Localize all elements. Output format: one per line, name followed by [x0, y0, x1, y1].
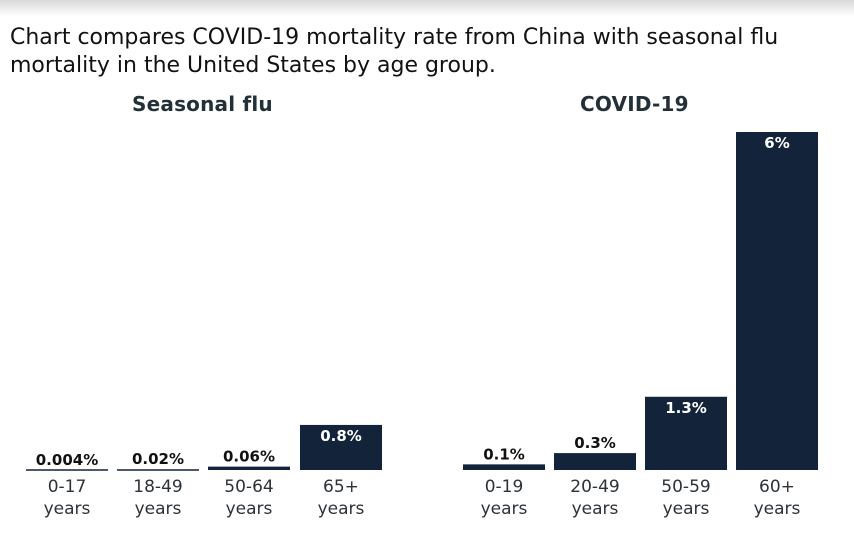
- covid-bar-3: [736, 132, 818, 470]
- covid-value-label-1: 0.3%: [574, 434, 616, 452]
- covid-tick-label-0-1: years: [481, 499, 528, 519]
- covid-value-label-0: 0.1%: [483, 445, 525, 463]
- covid-tick-label-3-0: 60+: [759, 477, 795, 497]
- panel-title-seasonal-flu: Seasonal flu: [132, 92, 273, 116]
- flu-value-label-2: 0.06%: [223, 448, 275, 466]
- covid-tick-label-3-1: years: [754, 499, 801, 519]
- panel-title-covid-19: COVID-19: [580, 92, 689, 116]
- flu-value-label-3: 0.8%: [320, 427, 362, 445]
- flu-tick-label-1-1: years: [135, 499, 182, 519]
- flu-tick-label-0-0: 0-17: [48, 477, 87, 497]
- covid-tick-label-1-1: years: [572, 499, 619, 519]
- covid-bar-1: [554, 453, 636, 470]
- covid-value-label-3: 6%: [764, 134, 789, 152]
- chart-title: Chart compares COVID-19 mortality rate f…: [10, 25, 779, 78]
- covid-tick-label-1-0: 20-49: [570, 477, 619, 497]
- flu-tick-label-2-1: years: [226, 499, 273, 519]
- flu-tick-label-1-0: 18-49: [133, 477, 182, 497]
- flu-tick-label-3-0: 65+: [323, 477, 359, 497]
- flu-tick-label-2-0: 50-64: [224, 477, 273, 497]
- covid-tick-label-2-0: 50-59: [661, 477, 710, 497]
- covid-bar-2: [645, 396, 727, 470]
- flu-value-label-1: 0.02%: [132, 450, 184, 468]
- flu-tick-label-0-1: years: [44, 499, 91, 519]
- flu-bar-2: [208, 466, 290, 470]
- flu-tick-label-3-1: years: [318, 499, 365, 519]
- covid-tick-label-2-1: years: [663, 499, 710, 519]
- covid-bar-0: [463, 464, 545, 470]
- covid-tick-label-0-0: 0-19: [485, 477, 524, 497]
- flu-bar-3: [300, 424, 382, 470]
- top-shadow: [0, 0, 854, 16]
- covid-value-label-2: 1.3%: [665, 399, 707, 417]
- flu-value-label-0: 0.004%: [36, 451, 98, 469]
